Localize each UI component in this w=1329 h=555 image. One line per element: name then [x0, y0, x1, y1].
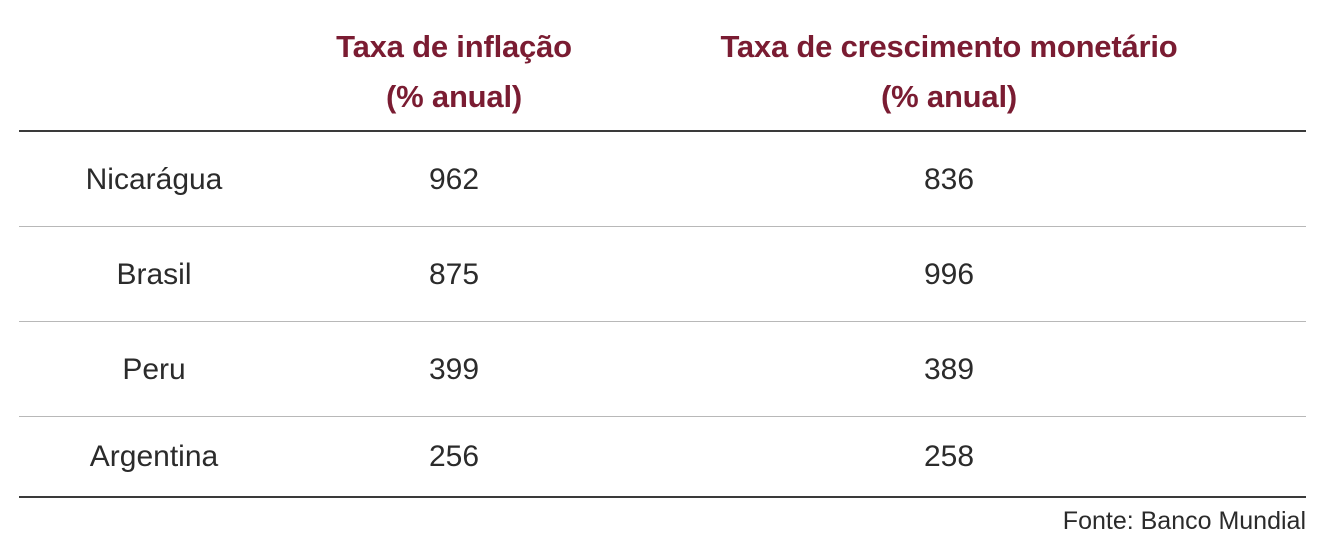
- column-header-money-growth: Taxa de crescimento monetário (% anual): [649, 22, 1249, 122]
- money-growth-cell: 258: [923, 440, 975, 473]
- row-divider: [19, 226, 1306, 227]
- column-header-inflation-title: Taxa de inflação: [336, 29, 572, 64]
- table-header: Taxa de inflação (% anual) Taxa de cresc…: [19, 18, 1306, 124]
- column-header-inflation-unit: (% anual): [386, 79, 522, 114]
- money-growth-cell: 836: [923, 163, 975, 196]
- source-note: Fonte: Banco Mundial: [1062, 507, 1306, 535]
- money-growth-cell: 996: [923, 258, 975, 291]
- footer-rule: [19, 496, 1306, 498]
- table-row: Argentina 256 258: [19, 417, 1306, 496]
- header-rule: [19, 130, 1306, 132]
- column-header-money-growth-unit: (% anual): [881, 79, 1017, 114]
- table-row: Nicarágua 962 836: [19, 132, 1306, 227]
- money-growth-cell: 389: [923, 353, 975, 386]
- row-divider: [19, 416, 1306, 417]
- inflation-cell: 399: [428, 353, 480, 386]
- row-divider: [19, 321, 1306, 322]
- country-cell: Peru: [122, 353, 186, 386]
- table-row: Brasil 875 996: [19, 227, 1306, 322]
- data-table: Taxa de inflação (% anual) Taxa de cresc…: [19, 0, 1306, 555]
- inflation-cell: 875: [428, 258, 480, 291]
- column-header-money-growth-title: Taxa de crescimento monetário: [720, 29, 1178, 64]
- country-cell: Brasil: [116, 258, 192, 291]
- country-cell: Argentina: [89, 440, 219, 473]
- table-row: Peru 399 389: [19, 322, 1306, 417]
- inflation-cell: 256: [428, 440, 480, 473]
- column-header-inflation: Taxa de inflação (% anual): [269, 22, 639, 122]
- country-cell: Nicarágua: [85, 163, 223, 196]
- inflation-cell: 962: [428, 163, 480, 196]
